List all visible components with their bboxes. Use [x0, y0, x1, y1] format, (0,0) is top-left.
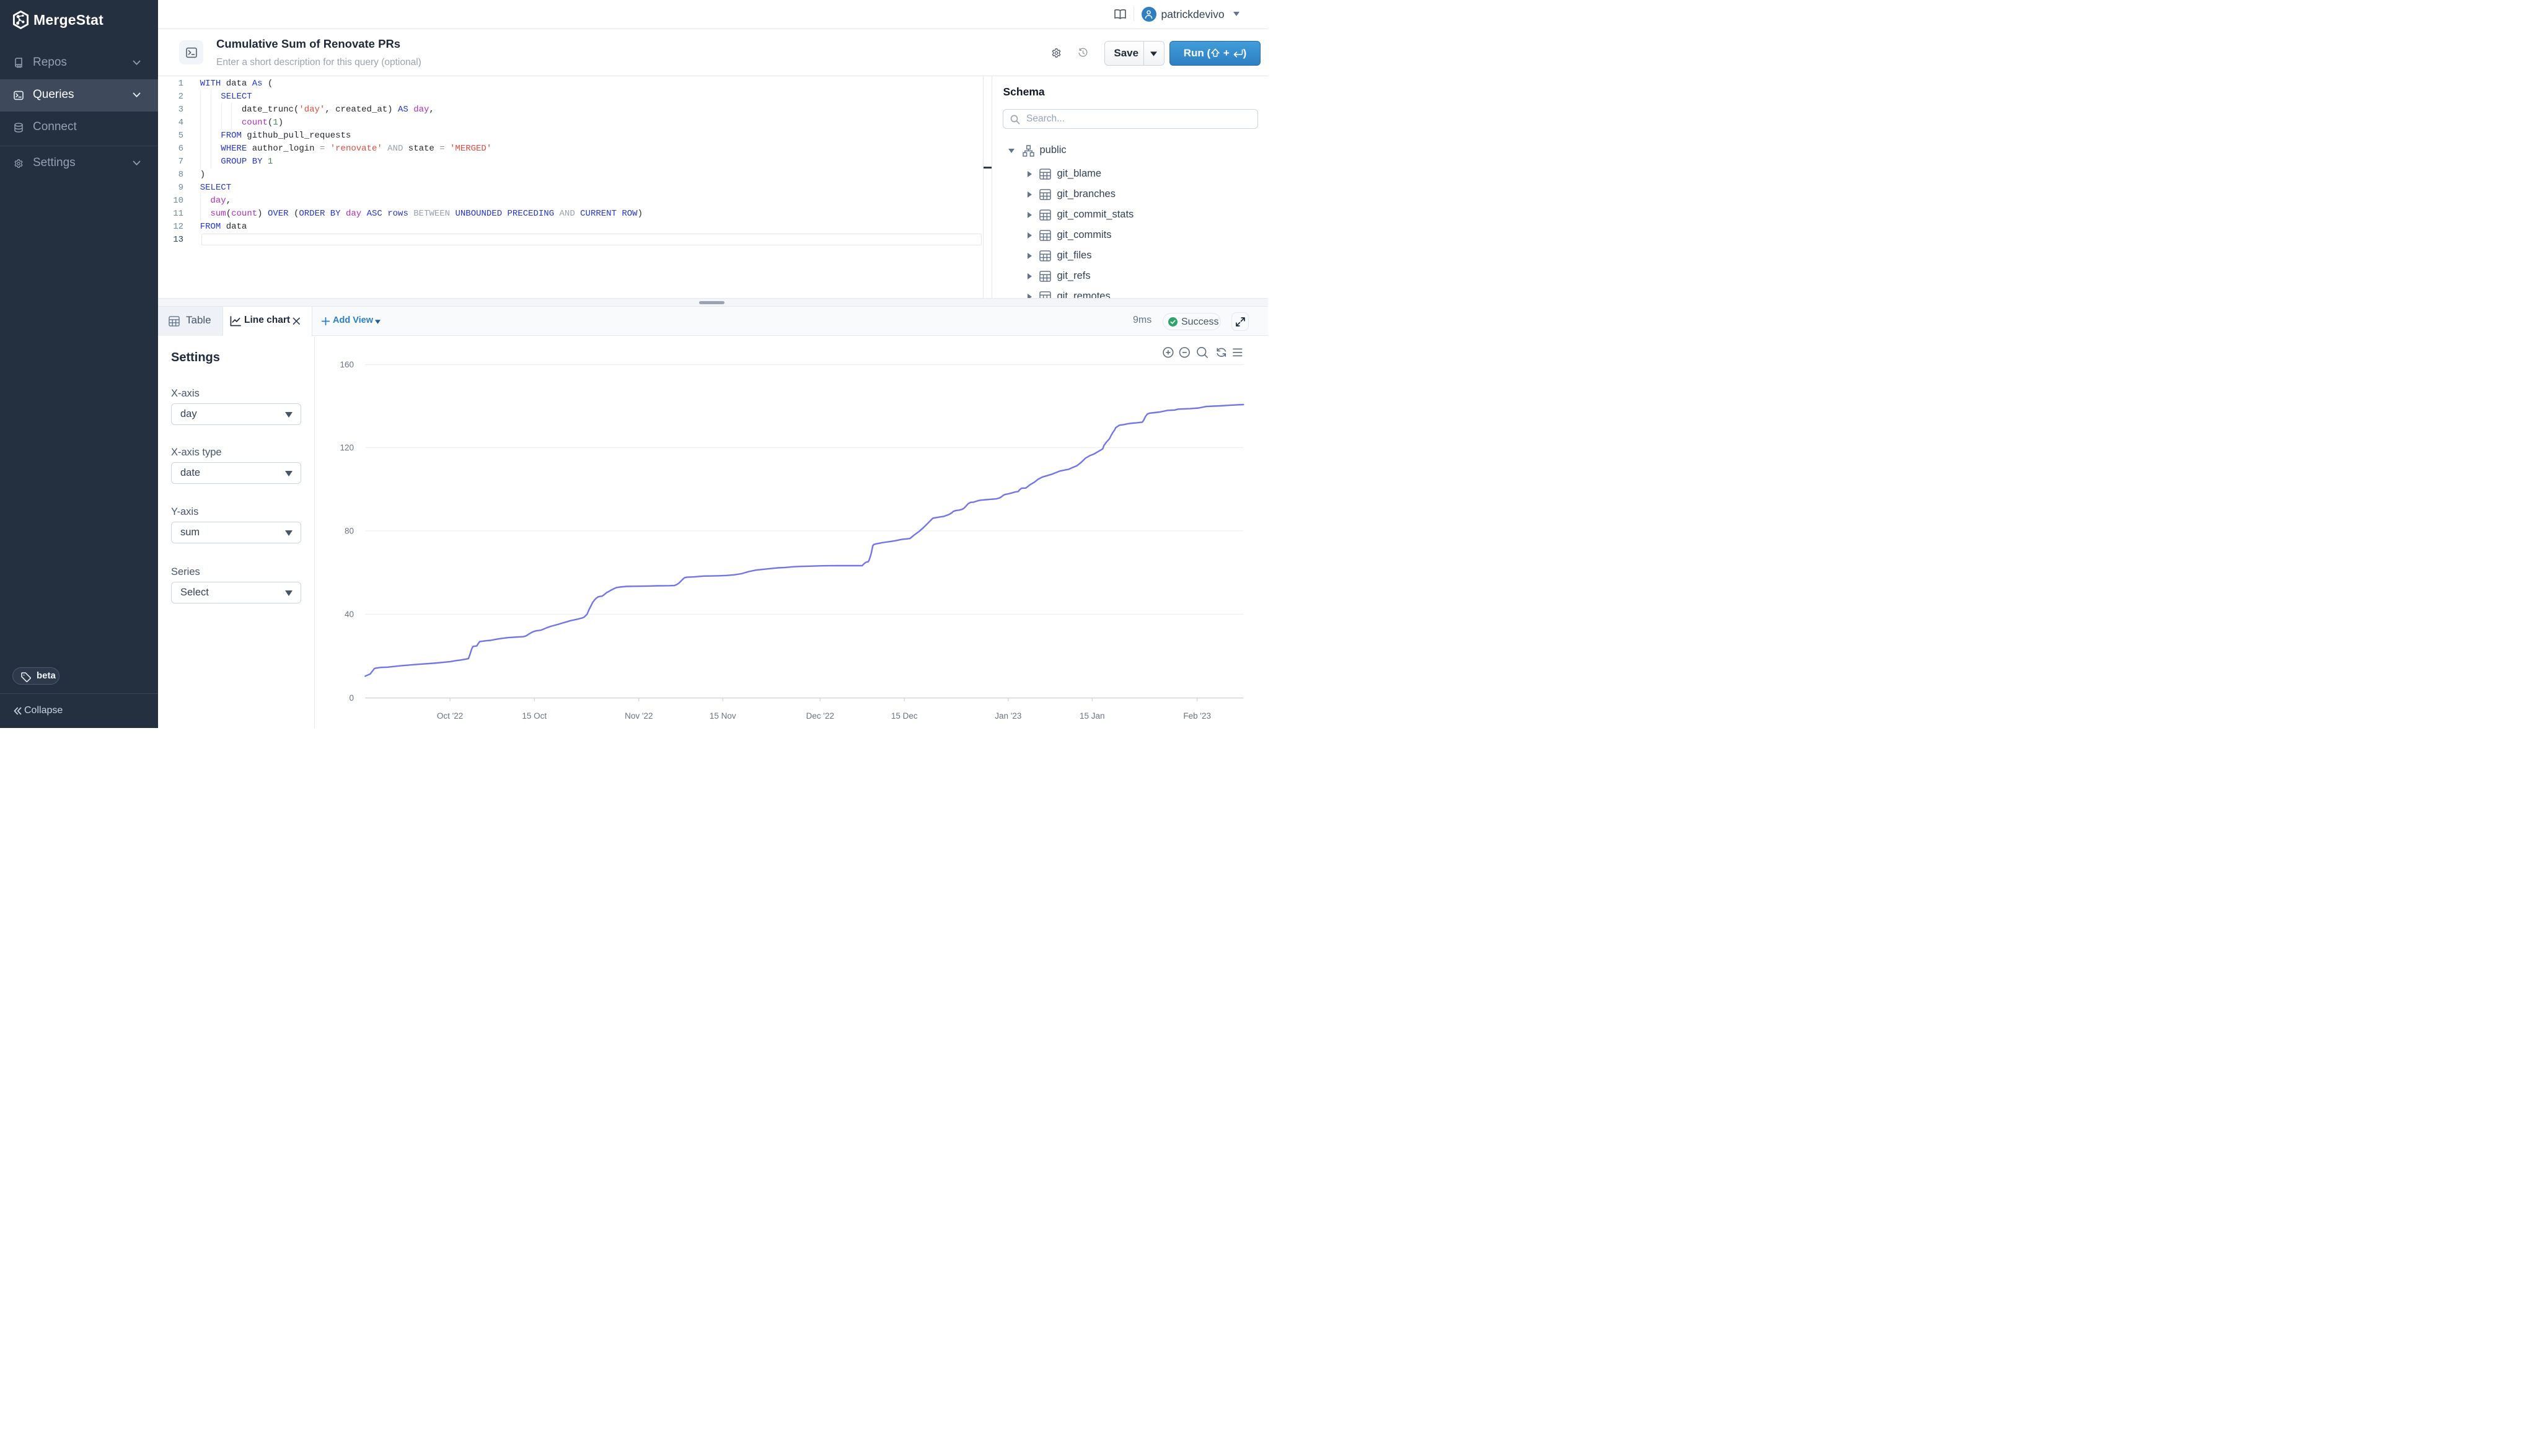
- svg-text:Oct '22: Oct '22: [437, 711, 463, 721]
- svg-text:15 Dec: 15 Dec: [891, 711, 918, 721]
- svg-text:40: 40: [345, 610, 354, 619]
- svg-text:Jan '23: Jan '23: [995, 711, 1021, 721]
- svg-text:160: 160: [340, 360, 354, 369]
- svg-text:120: 120: [340, 443, 354, 452]
- svg-text:80: 80: [345, 526, 354, 535]
- svg-text:0: 0: [349, 693, 354, 703]
- svg-text:15 Nov: 15 Nov: [710, 711, 736, 721]
- svg-text:Dec '22: Dec '22: [806, 711, 834, 721]
- svg-text:Nov '22: Nov '22: [625, 711, 653, 721]
- svg-text:15 Oct: 15 Oct: [522, 711, 547, 721]
- svg-text:Feb '23: Feb '23: [1183, 711, 1211, 721]
- svg-text:15 Jan: 15 Jan: [1080, 711, 1105, 721]
